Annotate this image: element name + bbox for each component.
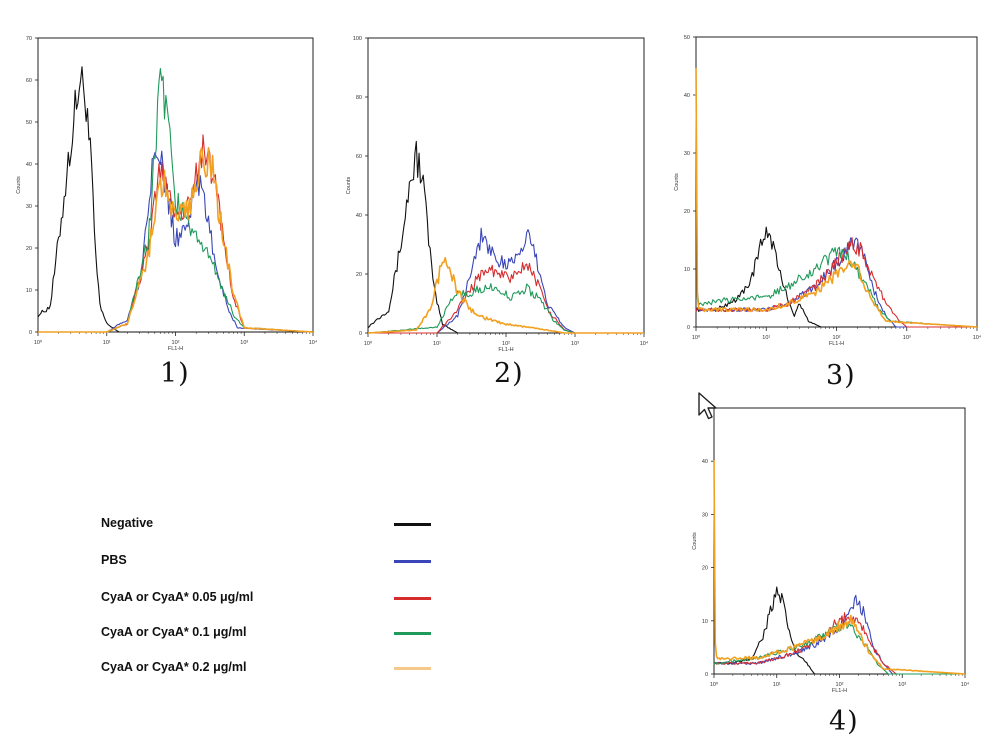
x-axis-label: FL1-H	[832, 688, 847, 694]
y-tick-label: 40	[26, 162, 32, 168]
series-line	[368, 227, 644, 334]
x-tick-label: 10³	[898, 682, 906, 688]
series-line	[367, 140, 644, 334]
x-tick-label: 10²	[833, 335, 841, 341]
y-tick-label: 10	[26, 288, 32, 294]
y-axis-label: Counts	[346, 177, 352, 195]
x-tick-label: 10⁴	[961, 681, 970, 688]
x-tick-label: 10²	[502, 341, 510, 347]
x-axis-label: FL1-H	[498, 347, 513, 353]
histogram-panel-2: 0 20 40 60 80 100 10⁰ 10¹ 10² 10³ 10⁴ FL1-H Counts	[346, 36, 649, 353]
legend-label: CyaA or CyaA* 0.2 μg/ml	[101, 660, 247, 674]
y-tick-label: 20	[26, 246, 32, 252]
x-tick-label: 10²	[836, 682, 844, 688]
y-tick-label: 0	[359, 331, 362, 337]
series-line	[38, 68, 314, 333]
y-axis-label: Counts	[16, 176, 22, 194]
series-line	[695, 226, 977, 328]
series-line	[38, 147, 314, 333]
legend-label: Negative	[101, 516, 154, 530]
series-line	[695, 237, 977, 328]
y-tick-label: 40	[684, 93, 690, 99]
y-tick-label: 50	[684, 35, 690, 41]
y-tick-label: 0	[687, 325, 690, 331]
y-tick-label: 10	[702, 619, 708, 625]
x-tick-label: 10³	[571, 341, 579, 347]
y-tick-label: 10	[684, 267, 690, 273]
y-tick-label: 0	[705, 672, 708, 678]
series-line	[38, 134, 314, 333]
x-tick-label: 10¹	[773, 682, 781, 688]
series-line	[38, 150, 314, 333]
x-tick-label: 10⁰	[692, 334, 701, 341]
y-tick-label: 40	[356, 213, 362, 219]
x-tick-label: 10⁴	[309, 339, 318, 346]
panel-label-2: 2)	[494, 358, 524, 389]
legend-swatch	[394, 597, 431, 600]
y-tick-label: 60	[356, 154, 362, 160]
x-tick-label: 10⁰	[364, 340, 373, 347]
y-tick-label: 30	[702, 512, 708, 518]
x-tick-label: 10²	[172, 340, 180, 346]
x-tick-label: 10⁴	[640, 340, 649, 347]
x-tick-label: 10⁴	[973, 334, 982, 341]
x-tick-label: 10⁰	[710, 681, 719, 688]
legend-label: CyaA or CyaA* 0.1 μg/ml	[101, 625, 247, 639]
y-tick-label: 20	[684, 209, 690, 215]
y-axis-label: Counts	[692, 532, 698, 550]
histogram-panel-3: 0 10 20 30 40 50 10⁰ 10¹ 10² 10³ 10⁴ FL1-H Counts	[674, 35, 982, 347]
x-axis-label: FL1-H	[829, 341, 844, 347]
series-line	[713, 612, 965, 675]
legend-swatch	[394, 523, 431, 526]
legend-swatch	[394, 560, 431, 563]
y-tick-label: 50	[26, 120, 32, 126]
series-line	[713, 594, 965, 675]
plot-frame	[37, 37, 314, 333]
y-tick-label: 100	[353, 36, 362, 42]
legend-swatch	[394, 632, 431, 635]
y-tick-label: 30	[26, 204, 32, 210]
x-tick-label: 10³	[903, 335, 911, 341]
y-tick-label: 30	[684, 151, 690, 157]
mouse-pointer-icon	[698, 392, 717, 420]
x-axis-label: FL1-H	[168, 346, 183, 352]
x-tick-label: 10¹	[762, 335, 770, 341]
histogram-panel-1: 0 10 20 30 40 50 60 70 10⁰ 10¹ 10² 10³ 10⁴ FL1-H Count…	[16, 36, 318, 352]
plot-frame	[713, 407, 966, 675]
y-tick-label: 60	[26, 78, 32, 84]
panel-label-1: 1)	[160, 358, 190, 389]
y-tick-label: 20	[356, 272, 362, 278]
plot-frame	[695, 36, 978, 328]
x-tick-label: 10¹	[433, 341, 441, 347]
series-line	[713, 460, 966, 675]
series-line	[695, 237, 977, 328]
series-line	[368, 262, 644, 334]
panel-label-4: 4)	[829, 706, 859, 737]
y-tick-label: 20	[702, 566, 708, 572]
y-tick-label: 0	[29, 330, 32, 336]
y-tick-label: 80	[356, 95, 362, 101]
x-tick-label: 10³	[240, 340, 248, 346]
series-line	[367, 256, 644, 334]
x-tick-label: 10⁰	[34, 339, 43, 346]
series-line	[695, 68, 978, 328]
y-tick-label: 40	[702, 459, 708, 465]
legend-label: CyaA or CyaA* 0.05 μg/ml	[101, 590, 254, 604]
legend-label: PBS	[101, 553, 127, 567]
y-axis-label: Counts	[674, 173, 680, 191]
y-tick-label: 70	[26, 36, 32, 42]
x-tick-label: 10¹	[103, 340, 111, 346]
series-line	[695, 68, 978, 328]
legend-swatch	[394, 667, 431, 670]
panel-label-3: 3)	[826, 360, 856, 391]
series-line	[37, 66, 313, 333]
